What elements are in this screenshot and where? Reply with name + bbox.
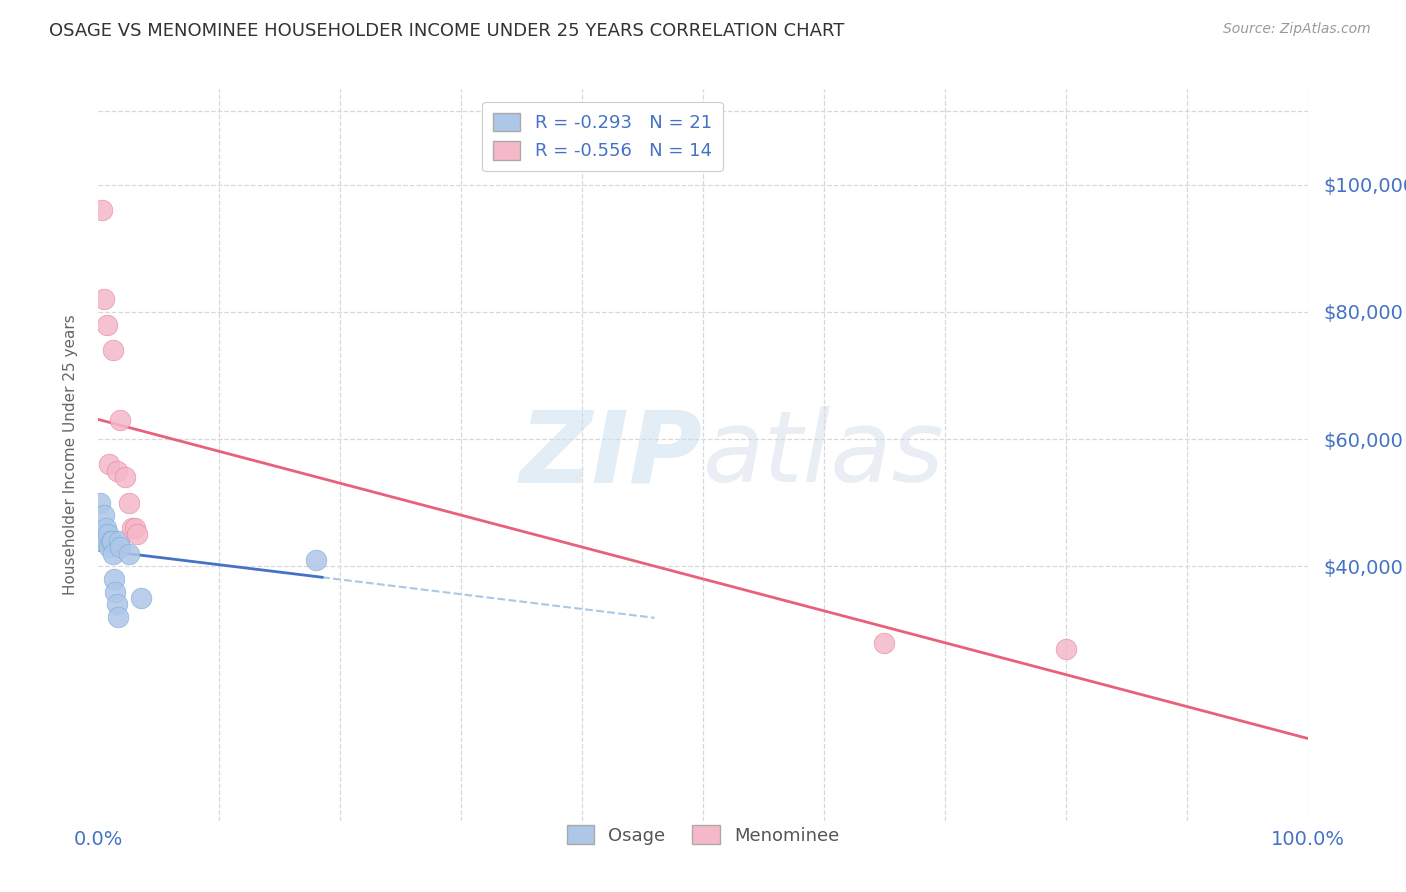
Point (103, 572, 125, 586)
Point (98, 540, 121, 554)
Point (94, 521, 117, 535)
Text: atlas: atlas (703, 407, 945, 503)
Text: Source: ZipAtlas.com: Source: ZipAtlas.com (1223, 22, 1371, 37)
Text: OSAGE VS MENOMINEE HOUSEHOLDER INCOME UNDER 25 YEARS CORRELATION CHART: OSAGE VS MENOMINEE HOUSEHOLDER INCOME UN… (49, 22, 845, 40)
Point (118, 495, 141, 509)
Y-axis label: Householder Income Under 25 years: Householder Income Under 25 years (63, 315, 77, 595)
Point (104, 584, 127, 599)
Point (107, 610, 129, 624)
Point (101, 343, 124, 357)
Point (108, 540, 131, 554)
Point (91, 533, 114, 548)
Point (873, 635, 896, 649)
Point (89, 495, 111, 509)
Point (90, 533, 112, 548)
Point (124, 521, 146, 535)
Point (96, 318, 118, 332)
Point (98, 458, 121, 472)
Point (105, 598, 128, 612)
Point (96, 533, 118, 548)
Point (118, 547, 141, 561)
Point (105, 464, 128, 478)
Point (127, 527, 149, 541)
Point (91, 527, 114, 541)
Point (100, 533, 122, 548)
Point (121, 521, 143, 535)
Text: ZIP: ZIP (520, 407, 703, 503)
Point (101, 547, 124, 561)
Point (108, 413, 131, 427)
Point (305, 553, 328, 567)
Point (93, 292, 115, 306)
Legend: Osage, Menominee: Osage, Menominee (560, 818, 846, 852)
Point (129, 591, 152, 605)
Point (93, 508, 115, 523)
Point (91, 202, 114, 217)
Point (97, 527, 120, 541)
Point (114, 470, 136, 484)
Point (100, 533, 122, 548)
Point (1054, 641, 1077, 656)
Point (108, 533, 131, 548)
